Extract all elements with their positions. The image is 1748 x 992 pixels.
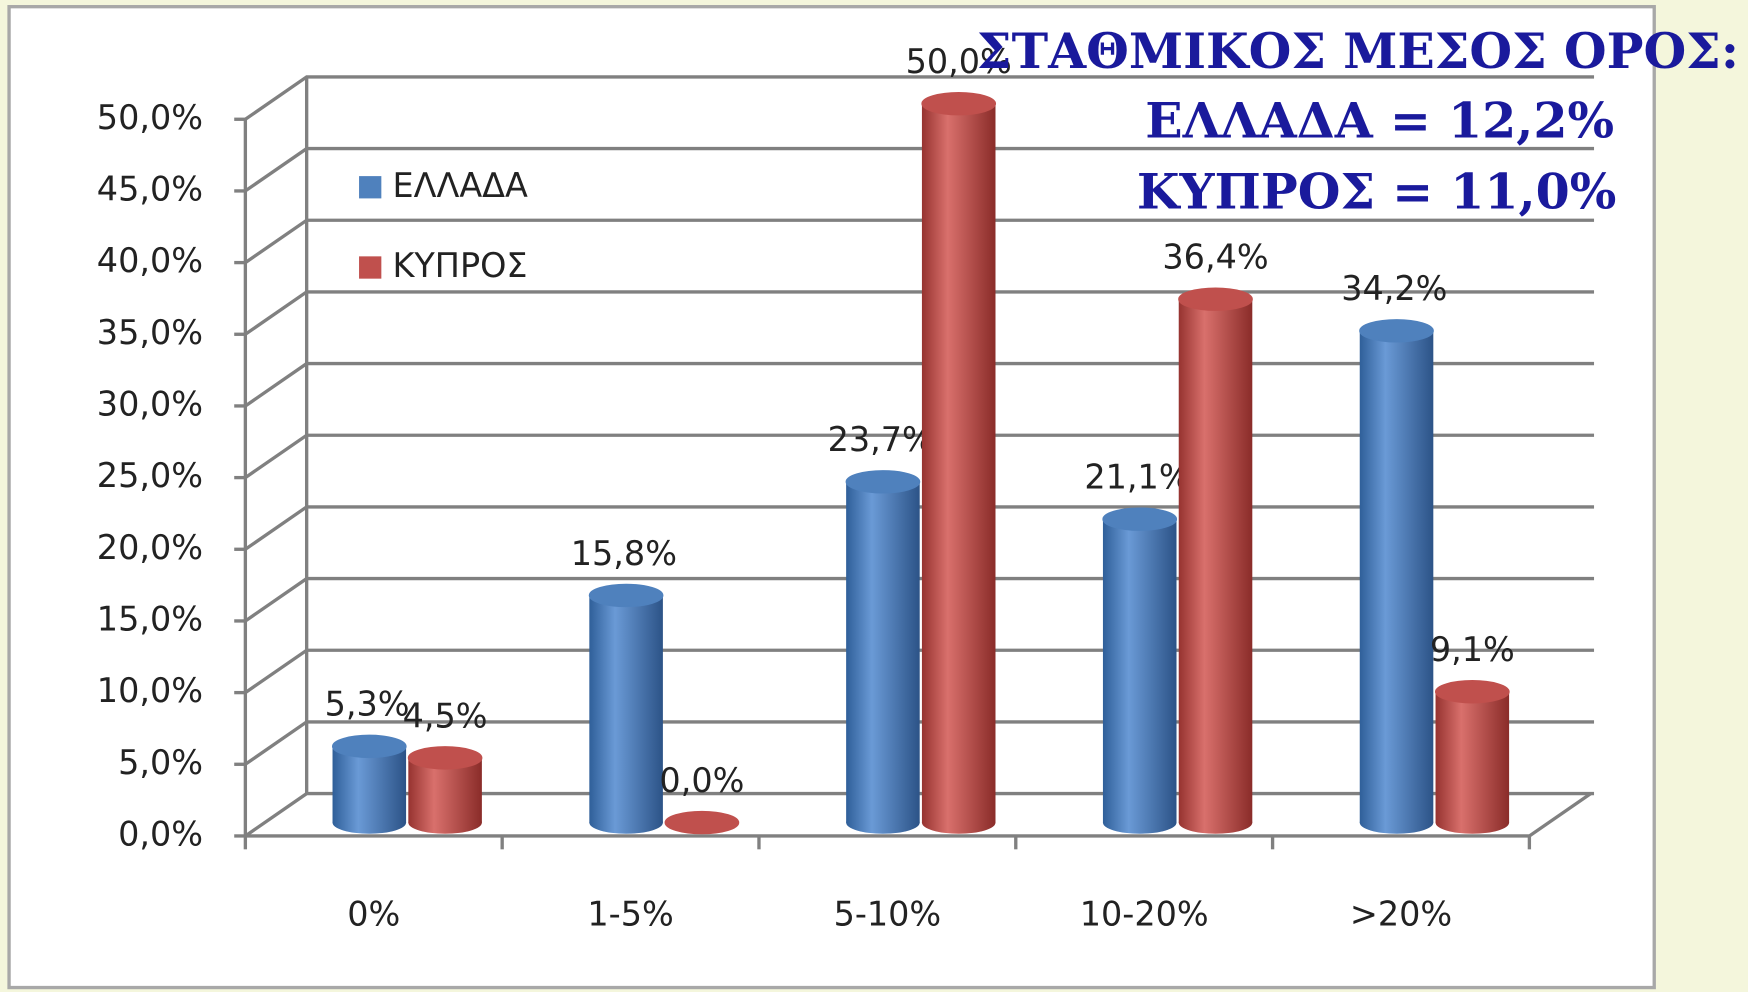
bar (332, 746, 407, 823)
bar (1359, 330, 1434, 823)
bar (1178, 287, 1253, 834)
bar-top (331, 734, 407, 759)
bar (846, 481, 920, 823)
bar-top (1434, 680, 1510, 704)
bar (921, 103, 996, 823)
bar (1102, 519, 1177, 823)
value-label: 21,1% (1084, 458, 1190, 497)
y-tick-label: 40,0% (97, 241, 203, 280)
value-label: 5,3% (325, 685, 410, 724)
x-tick-label: 1-5% (587, 895, 673, 934)
bar (1359, 319, 1434, 834)
bar (589, 595, 663, 823)
bar-top (1359, 319, 1434, 343)
value-label: 4,5% (403, 696, 488, 735)
y-tick-label: 35,0% (97, 313, 203, 352)
y-tick-label: 30,0% (97, 384, 203, 423)
bar (1102, 507, 1178, 834)
bar (588, 583, 664, 834)
value-label: 23,7% (828, 420, 934, 459)
annotation-box: ΣΤΑΘΜΙΚΟΣ ΜΕΣΟΣ ΟΡΟΣ: ΕΛΛΑΔΑ = 12,2% ΚΥΠ… (977, 22, 1739, 220)
bar-top (407, 746, 483, 770)
x-tick-label: 5-10% (834, 895, 942, 934)
annotation: ΕΛΛΑΔΑ = 12,2% (1145, 91, 1614, 149)
bar (331, 734, 407, 834)
y-tick-label: 15,0% (97, 599, 203, 638)
bar (407, 746, 483, 834)
value-label: 0,0% (659, 761, 744, 800)
bar-top (845, 470, 921, 494)
y-tick-label: 0,0% (118, 814, 203, 853)
value-label: 50,0% (906, 42, 1012, 81)
bar (921, 91, 997, 834)
bar (1435, 691, 1510, 823)
bar (1178, 299, 1253, 823)
value-label: 34,2% (1341, 269, 1447, 308)
x-tick-label: 0% (347, 895, 400, 934)
annotation: ΣΤΑΘΜΙΚΟΣ ΜΕΣΟΣ ΟΡΟΣ: (977, 22, 1739, 80)
legend-label: ΕΛΛΑΔΑ (392, 166, 528, 205)
bar (664, 810, 740, 835)
bar-top (588, 583, 664, 608)
value-label: 15,8% (571, 534, 677, 573)
y-tick-label: 10,0% (97, 671, 203, 710)
bar (1434, 680, 1510, 834)
legend-swatch (359, 256, 382, 279)
y-tick-label: 25,0% (97, 456, 203, 495)
bar-top (664, 810, 740, 835)
bar-top (921, 91, 997, 116)
x-tick-label: >20% (1350, 895, 1452, 934)
annotation: ΚΥΠΡΟΣ = 11,0% (1137, 163, 1616, 221)
value-label: 9,1% (1430, 630, 1515, 669)
legend-swatch (359, 176, 382, 199)
bar-top (1178, 287, 1253, 311)
bar (845, 470, 921, 834)
x-tick-label: 10-20% (1080, 895, 1209, 934)
legend-label: ΚΥΠΡΟΣ (392, 246, 527, 285)
value-label: 36,4% (1162, 238, 1268, 277)
y-tick-label: 45,0% (97, 169, 203, 208)
y-tick-label: 5,0% (118, 743, 203, 782)
bar-top (1102, 507, 1178, 531)
y-tick-label: 50,0% (97, 98, 203, 137)
y-tick-label: 20,0% (97, 528, 203, 567)
